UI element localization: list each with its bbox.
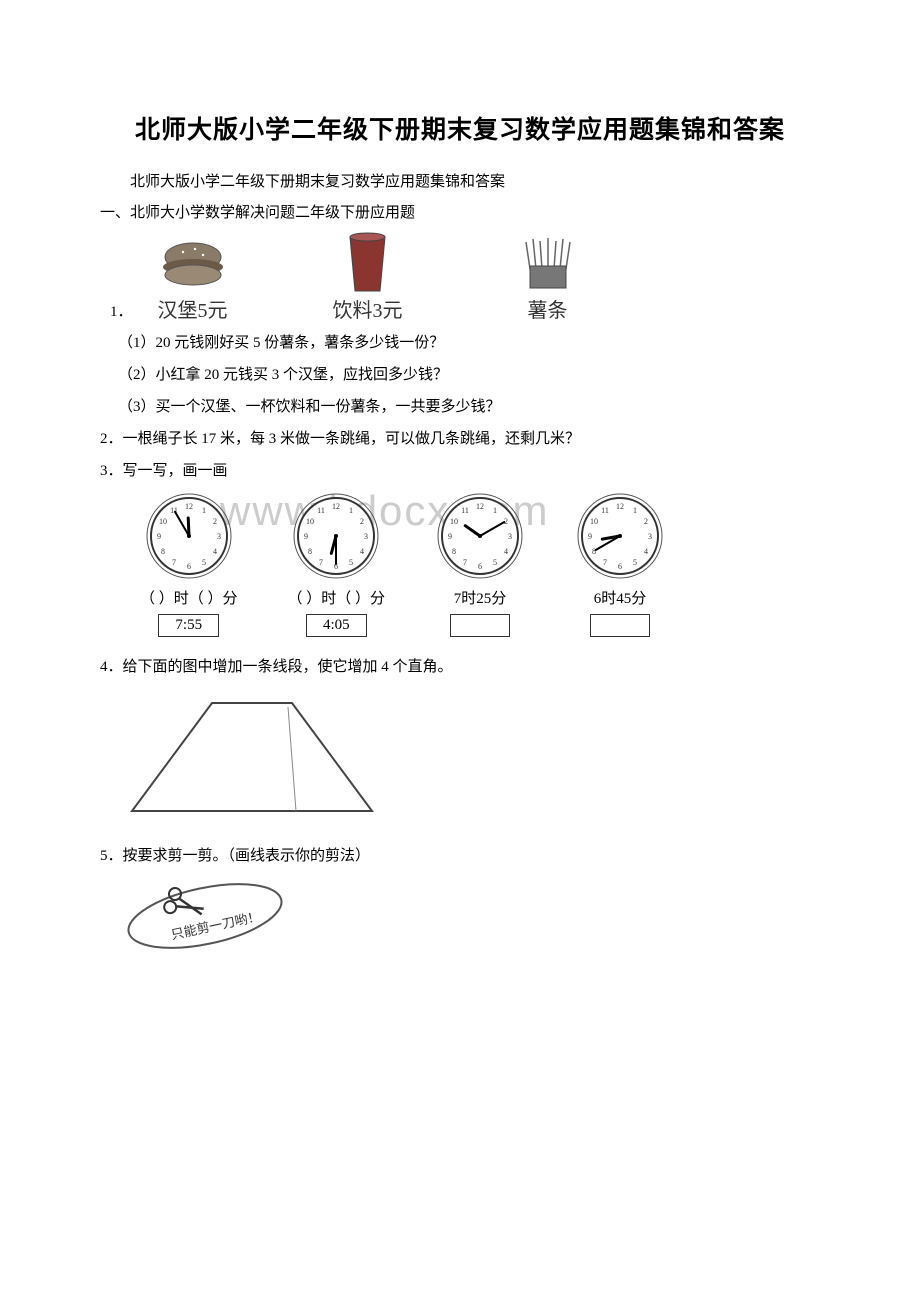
svg-text:11: 11 bbox=[461, 506, 469, 515]
clock-box-0: 7:55 bbox=[158, 614, 219, 637]
scissors-figure: 只能剪一刀哟！ bbox=[120, 876, 820, 961]
svg-text:4: 4 bbox=[360, 547, 364, 556]
svg-text:1: 1 bbox=[493, 506, 497, 515]
fries-label: 薯条 bbox=[528, 294, 568, 323]
clock-2: 121234567891011 7时25分 bbox=[435, 491, 525, 637]
svg-text:6: 6 bbox=[618, 562, 622, 571]
svg-text:7: 7 bbox=[319, 558, 323, 567]
svg-text:5: 5 bbox=[493, 558, 497, 567]
q1-sub3: （3）买一个汉堡、一杯饮料和一份薯条，一共要多少钱？ bbox=[118, 395, 820, 419]
svg-text:5: 5 bbox=[349, 558, 353, 567]
svg-text:8: 8 bbox=[592, 547, 596, 556]
svg-text:11: 11 bbox=[317, 506, 325, 515]
svg-text:9: 9 bbox=[304, 532, 308, 541]
svg-text:3: 3 bbox=[217, 532, 221, 541]
clock-0: 121234567891011 （ ）时（ ）分7:55 bbox=[140, 491, 238, 637]
svg-text:3: 3 bbox=[648, 532, 652, 541]
svg-text:4: 4 bbox=[504, 547, 508, 556]
svg-text:7: 7 bbox=[172, 558, 176, 567]
fries-icon bbox=[508, 234, 588, 294]
svg-text:10: 10 bbox=[450, 517, 458, 526]
svg-text:1: 1 bbox=[633, 506, 637, 515]
question-4: 4．给下面的图中增加一条线段，使它增加 4 个直角。 bbox=[100, 655, 820, 679]
svg-text:10: 10 bbox=[159, 517, 167, 526]
q1-sub1: （1）20 元钱刚好买 5 份薯条，薯条多少钱一份？ bbox=[118, 331, 820, 355]
q1-number: 1． bbox=[110, 300, 133, 323]
svg-text:9: 9 bbox=[157, 532, 161, 541]
svg-text:12: 12 bbox=[616, 502, 624, 511]
page-title: 北师大版小学二年级下册期末复习数学应用题集锦和答案 bbox=[100, 110, 820, 146]
svg-text:7: 7 bbox=[463, 558, 467, 567]
svg-text:2: 2 bbox=[644, 517, 648, 526]
svg-text:12: 12 bbox=[185, 502, 193, 511]
svg-text:12: 12 bbox=[476, 502, 484, 511]
svg-text:1: 1 bbox=[349, 506, 353, 515]
scissor-text: 只能剪一刀哟！ bbox=[170, 909, 262, 943]
clock-label-3: 6时45分 bbox=[594, 587, 647, 608]
svg-text:10: 10 bbox=[590, 517, 598, 526]
svg-text:4: 4 bbox=[644, 547, 648, 556]
svg-text:4: 4 bbox=[213, 547, 217, 556]
question-5: 5．按要求剪一剪。（画线表示你的剪法） bbox=[100, 844, 820, 868]
clock-box-1: 4:05 bbox=[306, 614, 367, 637]
food-fries: 薯条 bbox=[508, 234, 588, 323]
clock-row: 121234567891011 （ ）时（ ）分7:55 12123456789… bbox=[140, 491, 820, 637]
svg-text:3: 3 bbox=[508, 532, 512, 541]
svg-text:8: 8 bbox=[308, 547, 312, 556]
clock-1: 121234567891011 （ ）时（ ）分4:05 bbox=[288, 491, 386, 637]
svg-text:2: 2 bbox=[360, 517, 364, 526]
svg-text:9: 9 bbox=[588, 532, 592, 541]
drink-icon bbox=[328, 234, 408, 294]
clock-label-0: （ ）时（ ）分 bbox=[140, 587, 238, 608]
food-drink: 饮料3元 bbox=[328, 234, 408, 323]
clock-box-3 bbox=[590, 614, 650, 637]
hamburger-label: 汉堡5元 bbox=[158, 294, 228, 323]
clock-3: 121234567891011 6时45分 bbox=[575, 491, 665, 637]
clock-box-2 bbox=[450, 614, 510, 637]
clock-label-1: （ ）时（ ）分 bbox=[288, 587, 386, 608]
svg-text:8: 8 bbox=[161, 547, 165, 556]
q1-sub2: （2）小红拿 20 元钱买 3 个汉堡，应找回多少钱？ bbox=[118, 363, 820, 387]
svg-text:3: 3 bbox=[364, 532, 368, 541]
svg-text:9: 9 bbox=[448, 532, 452, 541]
svg-text:5: 5 bbox=[633, 558, 637, 567]
svg-text:7: 7 bbox=[603, 558, 607, 567]
subtitle: 北师大版小学二年级下册期末复习数学应用题集锦和答案 bbox=[130, 170, 820, 191]
question-1-row: 1． 汉堡5元 饮料3元 bbox=[110, 234, 820, 323]
svg-text:8: 8 bbox=[452, 547, 456, 556]
drink-label: 饮料3元 bbox=[333, 294, 403, 323]
section-header: 一、北师大小学数学解决问题二年级下册应用题 bbox=[100, 201, 820, 222]
svg-text:10: 10 bbox=[306, 517, 314, 526]
clock-label-2: 7时25分 bbox=[454, 587, 507, 608]
svg-text:11: 11 bbox=[601, 506, 609, 515]
svg-text:12: 12 bbox=[332, 502, 340, 511]
trapezoid-shape bbox=[122, 691, 820, 826]
hamburger-icon bbox=[153, 234, 233, 294]
question-2: 2．一根绳子长 17 米，每 3 米做一条跳绳，可以做几条跳绳，还剩几米？ bbox=[100, 427, 820, 451]
svg-text:5: 5 bbox=[202, 558, 206, 567]
question-3-text: 3．写一写，画一画 bbox=[100, 459, 820, 483]
svg-text:2: 2 bbox=[213, 517, 217, 526]
svg-text:1: 1 bbox=[202, 506, 206, 515]
food-hamburger: 汉堡5元 bbox=[153, 234, 233, 323]
svg-text:6: 6 bbox=[478, 562, 482, 571]
svg-text:6: 6 bbox=[187, 562, 191, 571]
